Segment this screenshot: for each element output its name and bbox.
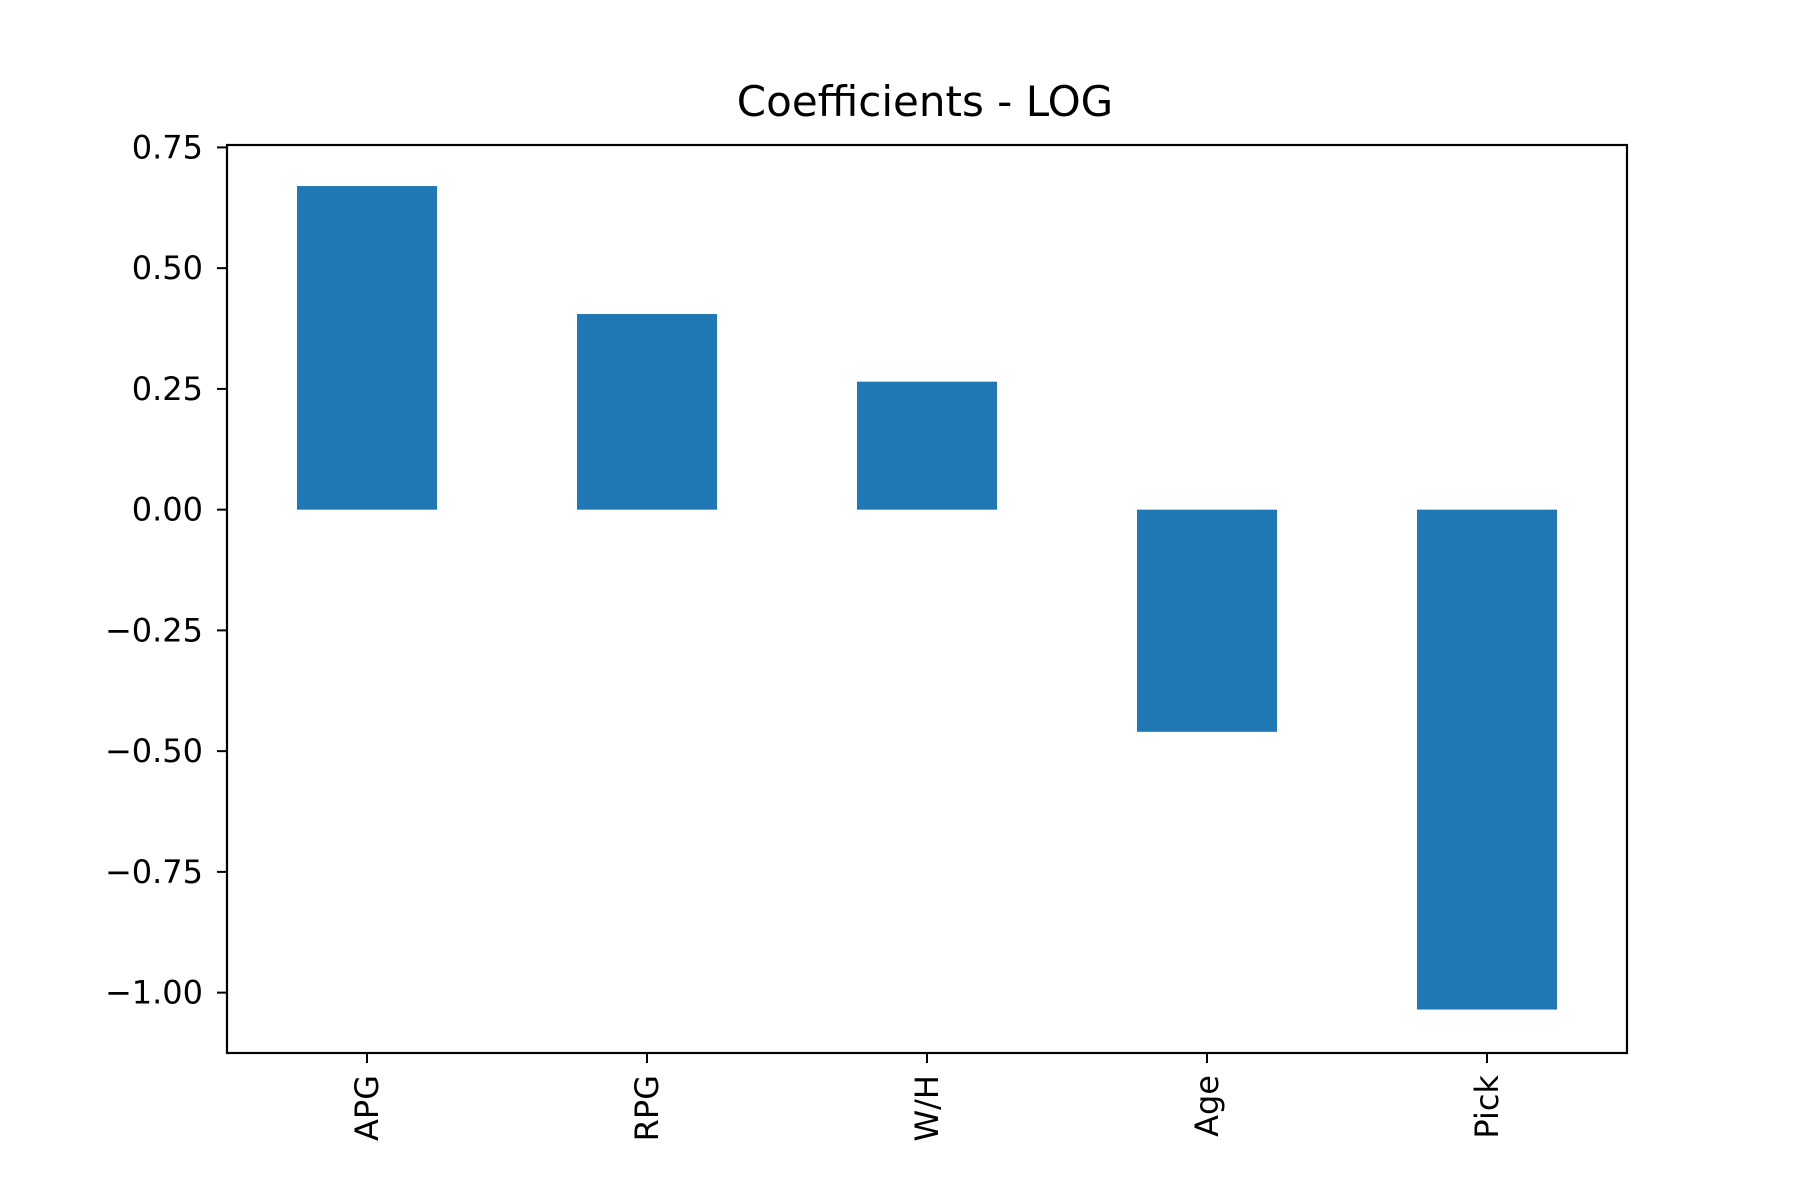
- y-tick-label: 0.75: [132, 128, 203, 166]
- plot-frame: [225, 143, 1629, 1055]
- bar-rpg: [577, 314, 717, 510]
- x-tick-label: W/H: [908, 1075, 946, 1141]
- y-tick-label: −1.00: [105, 974, 203, 1012]
- x-tick-label: RPG: [628, 1075, 666, 1141]
- y-tick-label: −0.25: [105, 611, 203, 649]
- y-axis: 0.75 0.50 0.25 0.00 −0.25 −0.50 −0.75 −1.00: [105, 128, 227, 1012]
- bar-pick: [1417, 509, 1557, 1010]
- bar-w-h: [857, 381, 997, 510]
- chart-title: Coefficients - LOG: [737, 77, 1113, 126]
- y-tick-label: −0.75: [105, 853, 203, 891]
- x-axis: APG RPG W/H Age Pick: [348, 1053, 1506, 1141]
- bar-apg: [297, 186, 437, 510]
- y-tick-label: 0.50: [132, 249, 203, 287]
- y-tick-label: 0.00: [132, 491, 203, 529]
- x-tick-label: Age: [1188, 1075, 1226, 1137]
- y-tick-label: −0.50: [105, 732, 203, 770]
- y-tick-label: 0.25: [132, 370, 203, 408]
- x-tick-label: Pick: [1468, 1075, 1506, 1139]
- x-tick-label: APG: [348, 1075, 386, 1141]
- bar-age: [1137, 509, 1277, 732]
- bars-layer: [297, 186, 1557, 1010]
